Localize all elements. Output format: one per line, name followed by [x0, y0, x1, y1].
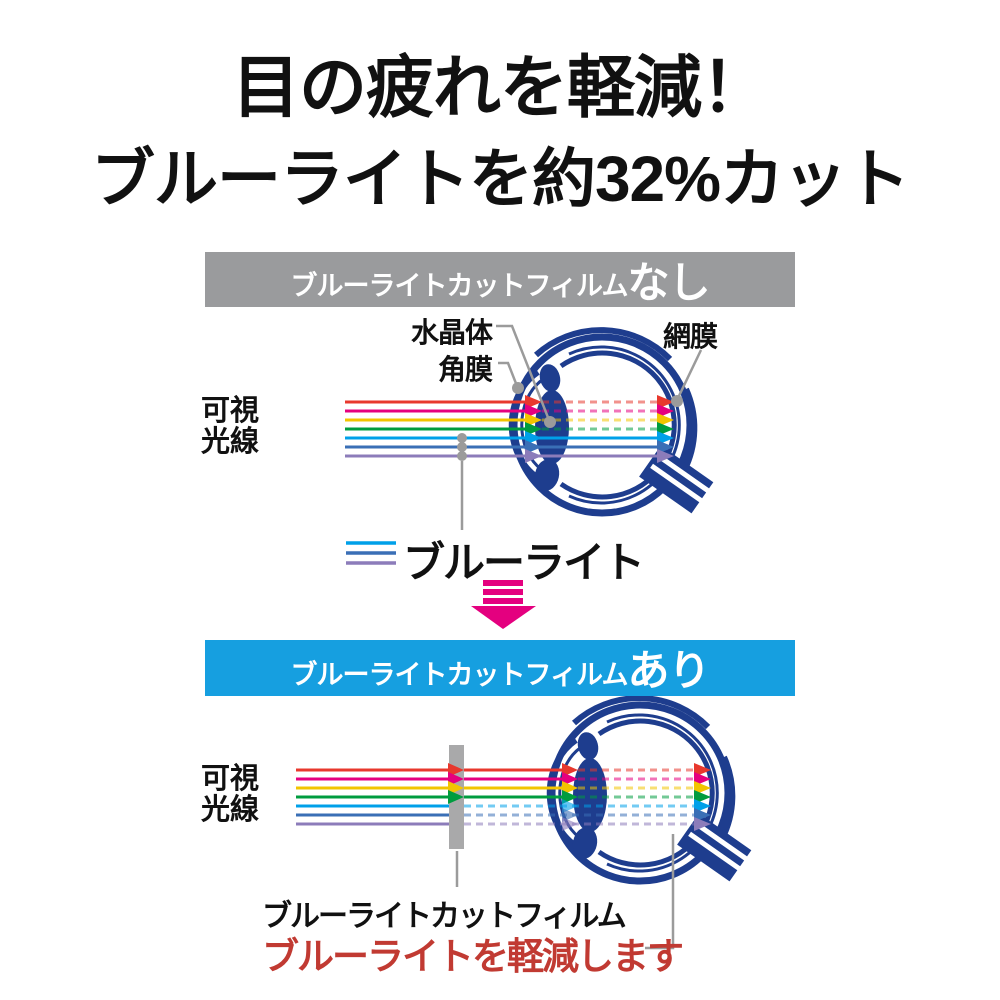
label-leader-lines-no-film — [496, 324, 703, 428]
banner-no-film: ブルーライトカットフィルム なし — [205, 252, 795, 307]
visible-light-line1: 可視 — [201, 395, 260, 427]
label-visible-light-with-film: 可視 光線 — [201, 764, 259, 826]
label-reduces-blue-light: ブルーライトを軽減します — [262, 936, 684, 977]
eye-illustration-no-film — [512, 330, 715, 514]
banner-no-film-text: ブルーライトカットフィルム — [290, 271, 629, 301]
light-rays-no-film — [345, 395, 674, 463]
blue-light-callout — [346, 433, 467, 565]
label-blue-light-cut-film: ブルーライトカットフィルム — [262, 900, 627, 933]
visible-light-line2: 光線 — [201, 426, 260, 458]
label-retina: 網膜 — [663, 321, 718, 352]
banner-with-film: ブルーライトカットフィルム あり — [205, 640, 795, 696]
visible-light-line2: 光線 — [201, 794, 260, 826]
heading-line2: ブルーライトを約32%カット — [90, 143, 910, 215]
label-cornea: 角膜 — [437, 354, 493, 385]
banner-with-film-text: ブルーライトカットフィルム — [290, 659, 629, 690]
eye-illustration-with-film — [550, 698, 753, 882]
light-rays-with-film — [296, 763, 711, 831]
banner-no-film-emphasis: なし — [627, 258, 710, 306]
visible-light-line1: 可視 — [201, 763, 260, 795]
heading-line1: 目の疲れを軽減！ — [231, 50, 769, 126]
banner-with-film-emphasis: あり — [627, 647, 710, 694]
down-arrow-icon — [471, 580, 536, 629]
label-visible-light-no-film: 可視 光線 — [201, 396, 259, 458]
label-blue-light: ブルーライト — [403, 539, 645, 586]
label-crystalline-lens: 水晶体 — [410, 317, 493, 348]
label-leader-lines-with-film — [455, 834, 675, 950]
